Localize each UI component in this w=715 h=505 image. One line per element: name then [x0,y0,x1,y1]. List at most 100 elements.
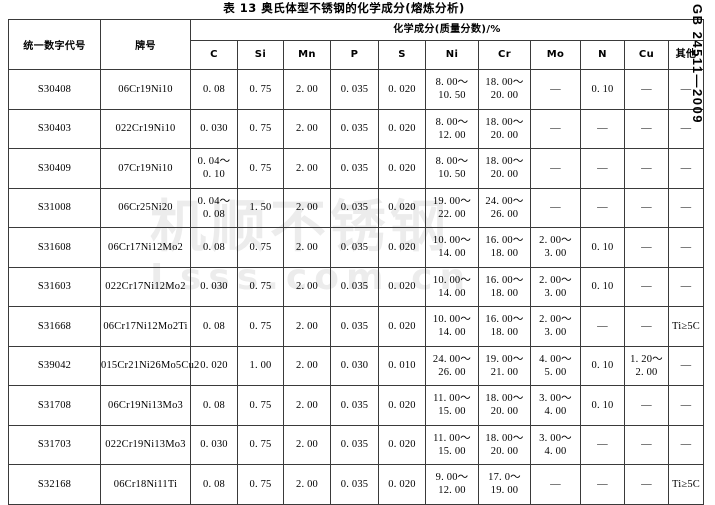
table-row: S31703 022Cr19Ni13Mo3 0. 030 0. 75 2. 00 0. 0… [8,424,704,465]
cell-cr: 16. 00～ 18. 00 [478,227,531,268]
header-element-s: S [378,40,426,70]
cell-mn: 2. 00 [283,345,331,386]
range-line: 18. 00 [490,248,519,260]
cell-ni: 11. 00～ 15. 00 [425,385,479,426]
cell-si: 0. 75 [237,266,284,307]
cell-unified-code: S32168 [8,464,101,505]
range-line: 16. 00～ [485,274,524,286]
cell-c: 0. 030 [190,266,238,307]
cell-other: — [668,69,704,110]
range-line: 8. 00～ [435,77,469,89]
cell-mo: 3. 00～ 4. 00 [530,424,581,465]
cell-ni: 8. 00～ 12. 00 [425,108,479,149]
range-line: 10. 00～ [432,314,472,326]
cell-mn: 2. 00 [283,187,331,228]
table-row: S31008 06Cr25Ni20 0. 04～ 0. 08 1. 50 2. 00 0. … [8,187,704,228]
range-line: 2. 00～ [539,274,572,286]
cell-ni: 8. 00～ 10. 50 [425,69,479,110]
cell-ni: 10. 00～ 14. 00 [425,227,479,268]
header-element-p: P [330,40,379,70]
cell-s: 0. 020 [378,108,426,149]
cell-n: 0. 10 [580,266,625,307]
cell-cu: — [624,385,669,426]
cell-cu: — [624,187,669,228]
cell-mn: 2. 00 [283,266,331,307]
cell-other: Ti≥5C [668,464,704,505]
range-line: 0. 04～ [197,195,231,207]
range-line: 20. 00 [490,445,519,457]
range-line: 24. 00～ [432,353,472,365]
range-line: 15. 00 [438,445,466,457]
range-line: 10. 00～ [432,274,472,286]
cell-mn: 2. 00 [283,148,331,189]
cell-s: 0. 020 [378,424,426,465]
cell-c: 0. 08 [190,306,238,347]
cell-mn: 2. 00 [283,424,331,465]
cell-other: — [668,424,704,465]
cell-si: 0. 75 [237,424,284,465]
range-line: 19. 00～ [432,195,472,207]
cell-ni: 10. 00～ 14. 00 [425,306,479,347]
cell-cu: — [624,227,669,268]
cell-other: — [668,227,704,268]
range-line: 18. 00 [490,287,519,299]
cell-grade: 06Cr25Ni20 [100,187,191,228]
table-row: S39042 015Cr21Ni26Mo5Cu2 0. 020 1. 00 2. 00 0… [8,345,704,386]
cell-unified-code: S31708 [8,385,101,426]
cell-grade: 06Cr19Ni13Mo3 [100,385,191,426]
table-body: S30408 06Cr19Ni10 0. 08 0. 75 2. 00 0. 035 0. … [8,69,704,505]
range-line: 19. 00～ [485,353,524,365]
range-line: 11. 00～ [433,432,471,444]
range-line: 17. 0～ [488,472,521,484]
range-line: 16. 00～ [485,235,524,247]
table-row: S30408 06Cr19Ni10 0. 08 0. 75 2. 00 0. 035 0. … [8,69,704,110]
cell-s: 0. 010 [378,345,426,386]
range-line: 1. 20～ [630,353,663,365]
range-line: 3. 00 [544,327,567,339]
cell-mn: 2. 00 [283,69,331,110]
range-line: 3. 00～ [539,393,572,405]
cell-unified-code: S31703 [8,424,101,465]
cell-c: 0. 08 [190,385,238,426]
cell-mo: 2. 00～ 3. 00 [530,306,581,347]
header-element-mo: Mo [530,40,581,70]
range-line: 2. 00 [635,366,658,378]
cell-s: 0. 020 [378,227,426,268]
cell-p: 0. 035 [330,306,379,347]
table-title: 表 13 奥氏体型不锈钢的化学成分(熔炼分析) [223,1,465,15]
cell-other: — [668,345,704,386]
cell-unified-code: S31603 [8,266,101,307]
range-line: 3. 00 [544,248,567,260]
cell-p: 0. 035 [330,424,379,465]
header-element-other: 其他 [668,40,704,70]
cell-c: 0. 030 [190,424,238,465]
range-line: 4. 00 [544,445,567,457]
cell-cu: — [624,266,669,307]
range-line: 0. 04～ [197,156,231,168]
cell-s: 0. 020 [378,385,426,426]
range-line: 20. 00 [490,169,519,181]
range-line: 24. 00～ [485,195,524,207]
range-line: 21. 00 [490,366,519,378]
range-line: 19. 00 [490,485,519,497]
table-row: S30403 022Cr19Ni10 0. 030 0. 75 2. 00 0. 035 0… [8,108,704,149]
cell-si: 0. 75 [237,227,284,268]
cell-cr: 18. 00～ 20. 00 [478,69,531,110]
cell-grade: 06Cr18Ni11Ti [100,464,191,505]
cell-s: 0. 020 [378,69,426,110]
cell-other: — [668,385,704,426]
cell-unified-code: S31668 [8,306,101,347]
cell-n: 0. 10 [580,69,625,110]
cell-other: Ti≥5C [668,306,704,347]
cell-unified-code: S30403 [8,108,101,149]
range-line: 0. 10 [203,169,225,181]
standard-code-sidebar: GB 24511—2009 [690,4,714,214]
cell-cu: — [624,424,669,465]
cell-si: 0. 75 [237,69,284,110]
range-line: 18. 00～ [485,393,524,405]
header-element-ni: Ni [425,40,479,70]
range-line: 10. 50 [438,90,466,102]
cell-c: 0. 04～ 0. 08 [190,187,238,228]
document-page: 机顺不锈钢 Lsss.com.cn GB 24511—2009 表 13 奥氏体… [8,1,714,505]
header-element-c: C [190,40,238,70]
